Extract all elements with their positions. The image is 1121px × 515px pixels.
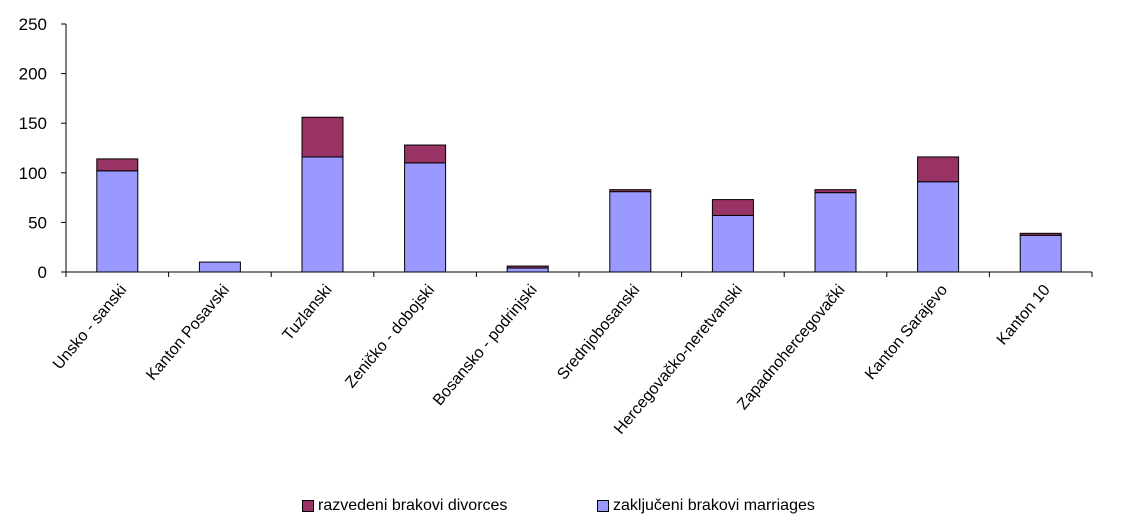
y-axis: 0 50 100 150 200 250	[19, 15, 67, 282]
legend-item-marriages: zaključeni brakovi marriages	[597, 496, 815, 515]
bar-marriages-9	[917, 181, 960, 273]
y-tick-label: 50	[28, 213, 47, 232]
bar-marriages-8	[814, 192, 857, 273]
legend-label-marriages: zaključeni brakovi marriages	[613, 497, 815, 514]
y-tick-label: 200	[19, 65, 47, 84]
bar-marriages-4	[404, 162, 447, 273]
y-tick-label: 150	[19, 114, 47, 133]
legend: razvedeni brakovi divorces zaključeni br…	[0, 496, 1121, 515]
chart: 0 50 100 150 200 250 Unsko - sanski Kanton Pos…	[19, 15, 1093, 438]
x-tick-labels: Unsko - sanski Kanton Posavski Tuzlanski Ze…	[50, 282, 1054, 438]
legend-label-divorces: razvedeni brakovi divorces	[318, 497, 508, 514]
x-tick-label: Zapadnohercegovački	[734, 282, 848, 414]
legend-swatch-divorces	[302, 499, 314, 512]
bar-marriages-5	[506, 267, 549, 273]
bar-marriages-6	[609, 191, 652, 273]
bar-divorces-6	[609, 189, 652, 193]
x-tick-label: Kanton 10	[994, 282, 1054, 349]
y-tick-label: 250	[19, 15, 47, 34]
y-tick-label: 100	[19, 164, 47, 183]
bar-marriages-1	[96, 170, 139, 273]
x-tick-label: Kanton Posavski	[143, 282, 233, 384]
bar-divorces-10	[1019, 232, 1062, 236]
legend-swatch-marriages	[597, 499, 609, 512]
bar-marriages-7	[711, 214, 754, 273]
bar-marriages-2	[198, 261, 241, 273]
x-axis	[65, 271, 1093, 277]
bar-divorces-4	[404, 144, 447, 164]
x-tick-label: Srednjobosanski	[554, 282, 643, 384]
bar-divorces-1	[96, 158, 139, 172]
bar-marriages-10	[1019, 234, 1062, 273]
bar-divorces-9	[917, 156, 960, 183]
x-tick-label: Zeničko - dobojski	[342, 282, 438, 392]
bar-divorces-7	[711, 199, 754, 216]
bar-divorces-5	[506, 265, 549, 269]
bar-divorces-8	[814, 189, 857, 194]
x-tick-label: Unsko - sanski	[50, 282, 130, 373]
y-tick-label: 0	[38, 263, 47, 282]
x-tick-label: Tuzlanski	[279, 282, 335, 344]
x-tick-label: Bosansko - podrinjski	[430, 282, 541, 409]
x-tick-label: Kanton Sarajevo	[862, 282, 951, 384]
bars	[96, 116, 1062, 273]
bar-divorces-3	[301, 116, 344, 158]
bar-marriages-3	[301, 156, 344, 273]
legend-item-divorces: razvedeni brakovi divorces	[302, 496, 507, 515]
